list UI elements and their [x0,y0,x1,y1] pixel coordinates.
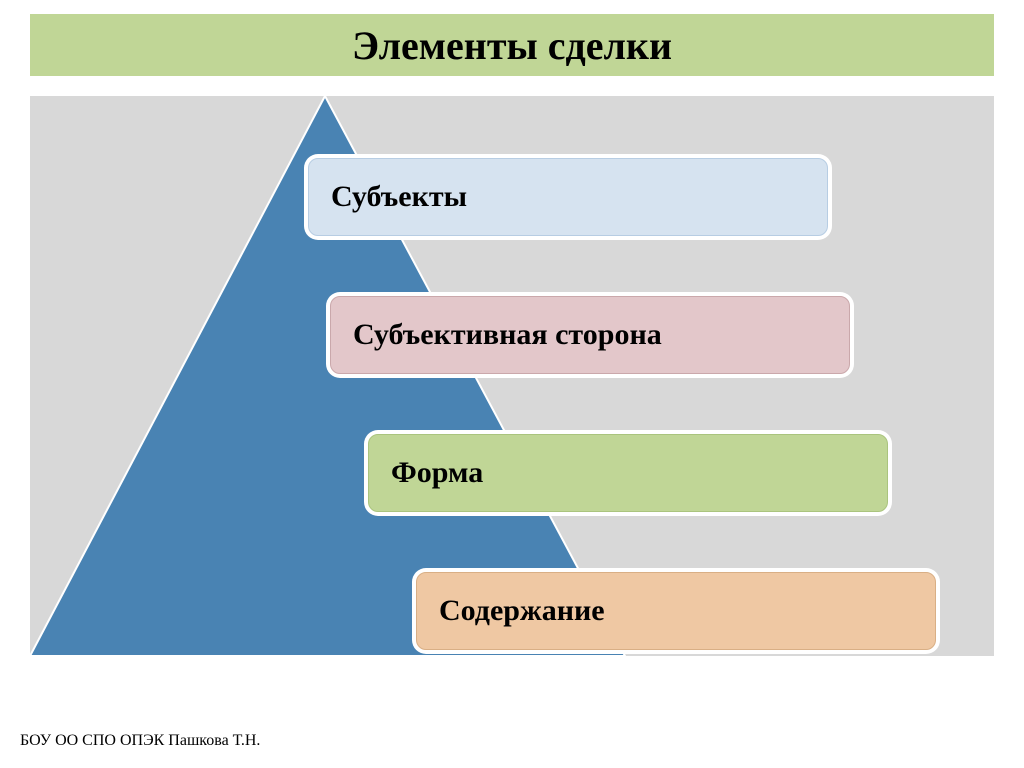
footer-text: БОУ ОО СПО ОПЭК Пашкова Т.Н. [20,732,260,750]
pyramid-item-label: Содержание [439,594,605,628]
pyramid-item-label: Субъекты [331,180,467,214]
title-bar: Элементы сделки [30,14,994,76]
pyramid-item-2: Форма [368,434,888,512]
pyramid-item-0: Субъекты [308,158,828,236]
pyramid-item-label: Субъективная сторона [353,318,662,352]
slide: Элементы сделки Субъекты Субъективная сто… [0,0,1024,768]
page-title: Элементы сделки [352,22,672,69]
chart-area: Субъекты Субъективная сторона Форма Содержа… [30,96,994,656]
pyramid-item-3: Содержание [416,572,936,650]
pyramid-item-label: Форма [391,456,483,490]
pyramid-item-1: Субъективная сторона [330,296,850,374]
